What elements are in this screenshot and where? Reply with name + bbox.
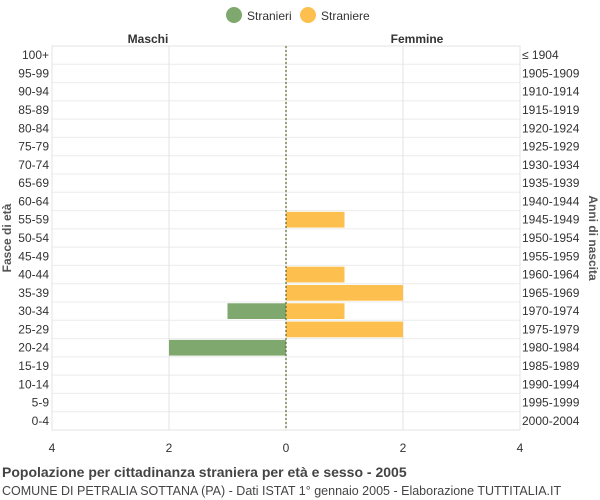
birth-year-label: 1995-1999 (522, 396, 580, 410)
age-group-label: 0-4 (32, 414, 50, 428)
right-header: Femmine (391, 32, 444, 46)
birth-year-label: 1905-1909 (522, 66, 580, 80)
birth-year-label: 1950-1954 (522, 231, 580, 245)
age-group-label: 20-24 (18, 341, 49, 355)
bar-straniere-30-34 (286, 303, 345, 320)
age-group-label: 45-49 (18, 249, 49, 263)
legend-marker-stranieri (226, 7, 242, 23)
y-axis-title-right: Anni di nascita (586, 195, 600, 281)
age-group-label: 35-39 (18, 286, 49, 300)
age-group-label: 55-59 (18, 213, 49, 227)
legend-label-stranieri: Stranieri (247, 9, 292, 23)
birth-year-labels: ≤ 1904 1905-1909 1910-1914 1915-1919 1920-19… (522, 48, 580, 428)
bar-stranieri-20-24 (169, 339, 286, 356)
birth-year-label: 1990-1994 (522, 377, 580, 391)
bar-straniere-55-59 (286, 211, 345, 228)
birth-year-label: 1980-1984 (522, 341, 580, 355)
chart-title: Popolazione per cittadinanza straniera p… (2, 464, 407, 480)
age-group-label: 75-79 (18, 140, 49, 154)
age-group-label: 30-34 (18, 304, 49, 318)
age-group-label: 95-99 (18, 66, 49, 80)
birth-year-label: 1985-1989 (522, 359, 580, 373)
birth-year-label: 1930-1934 (522, 158, 580, 172)
birth-year-label: 1955-1959 (522, 249, 580, 263)
birth-year-label: 2000-2004 (522, 414, 580, 428)
bar-straniere-35-39 (286, 284, 403, 301)
x-tick-label: 0 (283, 441, 290, 455)
birth-year-label: ≤ 1904 (522, 48, 559, 62)
age-group-label: 70-74 (18, 158, 49, 172)
legend-label-straniere: Straniere (321, 9, 370, 23)
legend-marker-straniere (300, 7, 316, 23)
birth-year-label: 1960-1964 (522, 268, 580, 282)
bars (169, 211, 403, 356)
left-header: Maschi (128, 32, 169, 46)
age-group-label: 25-29 (18, 322, 49, 336)
birth-year-label: 1920-1924 (522, 121, 580, 135)
birth-year-label: 1910-1914 (522, 85, 580, 99)
legend: Stranieri Straniere (226, 7, 370, 23)
age-group-label: 90-94 (18, 85, 49, 99)
birth-year-label: 1940-1944 (522, 194, 580, 208)
age-group-label: 10-14 (18, 377, 49, 391)
age-group-label: 50-54 (18, 231, 49, 245)
age-group-label: 40-44 (18, 268, 49, 282)
bar-straniere-40-44 (286, 266, 345, 283)
x-tick-label: 2 (400, 441, 407, 455)
age-group-label: 85-89 (18, 103, 49, 117)
bar-straniere-25-29 (286, 321, 403, 338)
x-axis-ticks: 4 2 0 2 4 (49, 441, 524, 455)
age-group-label: 15-19 (18, 359, 49, 373)
age-group-label: 100+ (22, 48, 49, 62)
birth-year-label: 1975-1979 (522, 322, 580, 336)
age-group-label: 5-9 (32, 396, 50, 410)
x-tick-label: 2 (166, 441, 173, 455)
x-tick-label: 4 (49, 441, 56, 455)
birth-year-label: 1945-1949 (522, 213, 580, 227)
age-group-label: 65-69 (18, 176, 49, 190)
age-group-label: 60-64 (18, 194, 49, 208)
population-pyramid-chart: Stranieri Straniere Maschi Femmine 100+ 9… (0, 7, 600, 455)
age-group-labels: 100+ 95-99 90-94 85-89 80-84 75-79 70-74 65-69 6… (18, 48, 49, 428)
age-group-label: 80-84 (18, 121, 49, 135)
x-tick-label: 4 (517, 441, 524, 455)
birth-year-label: 1965-1969 (522, 286, 580, 300)
bar-stranieri-30-34 (227, 303, 286, 320)
birth-year-label: 1925-1929 (522, 140, 580, 154)
birth-year-label: 1935-1939 (522, 176, 580, 190)
chart-subtitle: COMUNE DI PETRALIA SOTTANA (PA) - Dati I… (2, 484, 562, 498)
birth-year-label: 1915-1919 (522, 103, 580, 117)
birth-year-label: 1970-1974 (522, 304, 580, 318)
y-axis-title-left: Fasce di età (0, 203, 14, 272)
